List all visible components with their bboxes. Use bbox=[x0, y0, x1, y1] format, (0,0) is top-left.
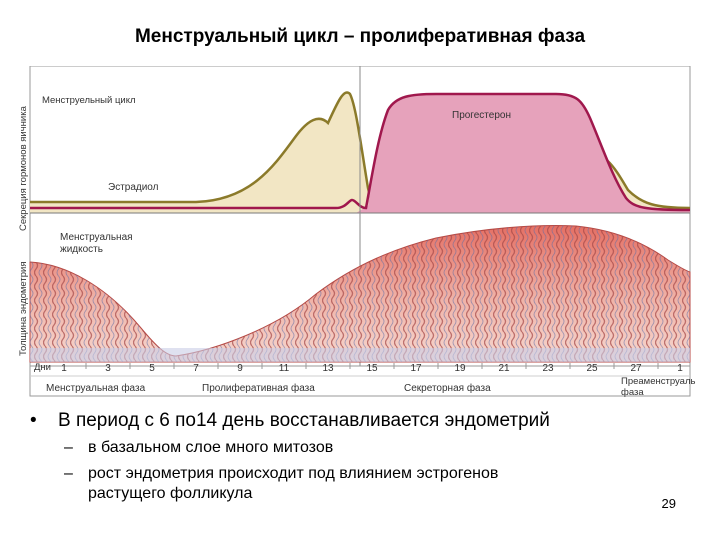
sub-bullet-text: рост эндометрия происходит под влиянием … bbox=[88, 465, 499, 482]
day-tick-label: 27 bbox=[630, 363, 642, 374]
day-tick-label: 21 bbox=[498, 363, 510, 374]
sub-bullet-marker: – bbox=[64, 465, 73, 482]
day-tick-label: 7 bbox=[193, 363, 199, 374]
day-tick-label: 11 bbox=[279, 363, 290, 374]
day-tick-label: 17 bbox=[410, 363, 422, 374]
phase-premenstrual: Преаменструальная фаза bbox=[621, 376, 696, 398]
bullet-text: В период с 6 по14 день восстанавливается… bbox=[58, 410, 550, 431]
progesterone-label: Прогестерон bbox=[452, 110, 511, 121]
phase-menstrual: Менструальная фаза bbox=[46, 382, 146, 394]
day-tick-label: 23 bbox=[542, 363, 554, 374]
bullet-list: • В период с 6 по14 день восстанавливает… bbox=[30, 410, 700, 504]
phase-premenstrual-line-2: фаза bbox=[621, 387, 644, 398]
sub-bullet-item: – рост эндометрия происходит под влияние… bbox=[64, 464, 700, 484]
sub-bullet-item: – в базальном слое много митозов bbox=[64, 438, 700, 458]
diagram-frame bbox=[29, 66, 691, 397]
phase-secretory: Секреторная фаза bbox=[404, 382, 491, 394]
sub-bullet-marker: – bbox=[64, 439, 73, 456]
slide-title: Менструальный цикл – пролиферативная фаз… bbox=[134, 26, 586, 47]
menstrual-fluid-line-1: Менструальная bbox=[60, 232, 133, 243]
day-tick-label: 19 bbox=[454, 363, 466, 374]
day-tick-label: 25 bbox=[586, 363, 598, 374]
menstrual-fluid-label: Менструальная жидкость bbox=[60, 232, 135, 255]
progesterone-area bbox=[356, 94, 690, 213]
day-tick-label: 1 bbox=[61, 363, 67, 374]
basal-layer bbox=[30, 348, 690, 362]
sub-bullet-continuation: растущего фолликула bbox=[64, 484, 700, 504]
endometrium-axis-label: Толщина эндометрия bbox=[18, 262, 29, 356]
day-tick-label: 3 bbox=[105, 363, 111, 374]
bullet-item: • В период с 6 по14 день восстанавливает… bbox=[30, 410, 700, 432]
phase-proliferative: Пролиферативная фаза bbox=[202, 382, 315, 394]
endometrium-glands bbox=[30, 225, 690, 362]
day-tick-label: 15 bbox=[366, 363, 378, 374]
phase-premenstrual-line-1: Преаменструальная bbox=[621, 376, 696, 387]
sub-bullet-text: в базальном слое много митозов bbox=[88, 439, 334, 456]
days-label: Дни bbox=[34, 362, 51, 373]
day-tick-label: 1 bbox=[677, 363, 683, 374]
estradiol-label: Эстрадиол bbox=[108, 182, 159, 193]
menstrual-fluid-line-2: жидкость bbox=[60, 244, 103, 255]
sub-bullet-text: растущего фолликула bbox=[88, 485, 253, 502]
day-tick-label: 13 bbox=[322, 363, 334, 374]
hormone-axis-label: Секреция гормонов яичника bbox=[18, 105, 29, 231]
progesterone-curve bbox=[30, 92, 691, 212]
day-ticks: 1 3 5 7 9 11 13 15 17 19 21 23 25 27 1 bbox=[61, 363, 683, 374]
cycle-label: Менструельный цикл bbox=[42, 95, 136, 106]
page-number: 29 bbox=[661, 496, 676, 511]
menstrual-cycle-diagram: Секреция гормонов яичника Толщина эндоме… bbox=[18, 66, 696, 398]
day-tick-label: 9 bbox=[237, 363, 243, 374]
day-tick-label: 5 bbox=[149, 363, 155, 374]
bullet-marker: • bbox=[30, 410, 37, 431]
